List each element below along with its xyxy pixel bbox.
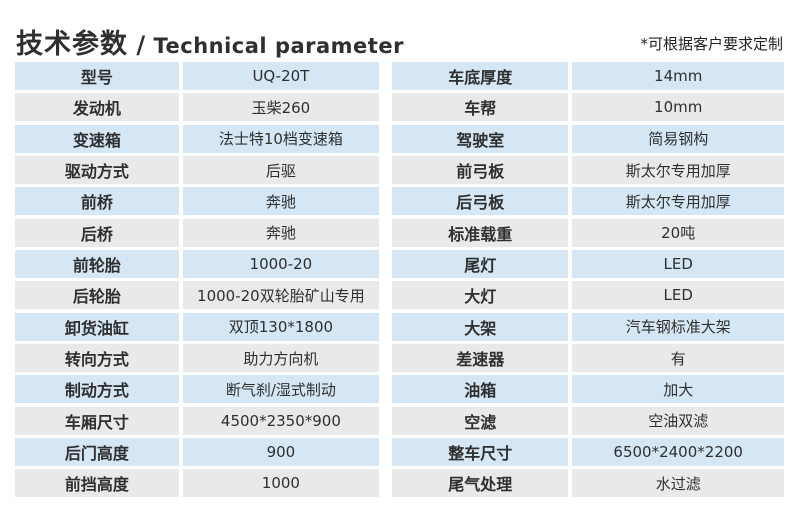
table-row: 后轮胎 1000-20双轮胎矿山专用 [15,281,379,310]
right-parameter-table: 车底厚度 14mm 车帮 10mm 驾驶室 简易钢构 前弓板 斯太尔专用加厚 后弓板 斯太尔专用加… [392,62,784,501]
param-value: 10mm [572,93,784,122]
param-value: 1000-20 [182,250,379,279]
param-value: 6500*2400*2200 [572,438,784,467]
table-row: 后门高度 900 [15,438,379,467]
param-label: 变速箱 [15,124,179,153]
param-value: 空油双滤 [572,406,784,435]
table-row: 尾气处理 水过滤 [392,469,784,498]
table-row: 前轮胎 1000-20 [15,250,379,279]
table-row: 大架 汽车钢标准大架 [392,312,784,341]
param-label: 大灯 [392,281,569,310]
param-label: 前弓板 [392,156,569,185]
table-row: 差速器有 [392,344,784,373]
param-value: 汽车钢标准大架 [572,312,784,341]
param-label: 前轮胎 [15,250,179,279]
table-row: 后弓板 斯太尔专用加厚 [392,187,784,216]
param-value: 后驱 [182,156,379,185]
param-value: 900 [182,438,379,467]
page-title-chinese: 技术参数 [16,29,128,60]
param-value: 有 [572,344,784,373]
param-value: 奔驰 [182,187,379,216]
param-value: 玉柴260 [182,93,379,122]
table-row: 车底厚度 14mm [392,62,784,90]
param-label: 差速器 [392,344,569,373]
table-row: 油箱 加大 [392,375,784,404]
table-row: 车厢尺寸 4500*2350*900 [15,406,379,435]
param-value: 斯太尔专用加厚 [572,187,784,216]
param-label: 驾驶室 [392,124,569,153]
title-separator: / [128,31,154,59]
table-row: 后桥 奔驰 [15,218,379,247]
param-value: LED [572,281,784,310]
param-label: 空滤 [392,406,569,435]
table-row: 整车尺寸 6500*2400*2200 [392,438,784,467]
param-label: 制动方式 [15,375,179,404]
param-label: 车厢尺寸 [15,406,179,435]
table-row: 驾驶室 简易钢构 [392,124,784,153]
param-value: 断气刹/湿式制动 [182,375,379,404]
param-label: 发动机 [15,93,179,122]
customization-note: *可根据客户要求定制 [640,35,783,53]
param-label: 卸货油缸 [15,312,179,341]
param-value: 法士特10档变速箱 [182,124,379,153]
param-label: 型号 [15,62,179,90]
param-value: 1000 [182,469,379,498]
param-label: 大架 [392,312,569,341]
param-label: 后弓板 [392,187,569,216]
table-row: 标准载重 20吨 [392,218,784,247]
table-row: 变速箱 法士特10档变速箱 [15,124,379,153]
param-label: 后轮胎 [15,281,179,310]
param-label: 转向方式 [15,344,179,373]
param-value: 4500*2350*900 [182,406,379,435]
table-row: 制动方式 断气刹/湿式制动 [15,375,379,404]
param-value: 1000-20双轮胎矿山专用 [182,281,379,310]
param-value: 助力方向机 [182,344,379,373]
param-value: 加大 [572,375,784,404]
param-label: 前挡高度 [15,469,179,498]
param-label: 前桥 [15,187,179,216]
param-label: 车帮 [392,93,569,122]
param-value: UQ-20T [182,62,379,90]
param-label: 整车尺寸 [392,438,569,467]
table-row: 发动机 玉柴260 [15,93,379,122]
param-label: 标准载重 [392,218,569,247]
table-row: 型号 UQ-20T [15,62,379,90]
table-row: 卸货油缸 双顶130*1800 [15,312,379,341]
param-value: 奔驰 [182,218,379,247]
param-label: 尾气处理 [392,469,569,498]
table-row: 车帮 10mm [392,93,784,122]
left-parameter-table: 型号 UQ-20T 发动机 玉柴260 变速箱 法士特10档变速箱 驱动方式 后驱 前桥 奔驰 后桥… [15,62,379,501]
param-value: 水过滤 [572,469,784,498]
param-value: 简易钢构 [572,124,784,153]
param-label: 尾灯 [392,250,569,279]
param-value: 20吨 [572,218,784,247]
table-row: 前挡高度 1000 [15,469,379,498]
header: 技术参数 / Technical parameter *可根据客户要求定制 [0,0,800,58]
param-value: 双顶130*1800 [182,312,379,341]
table-row: 驱动方式 后驱 [15,156,379,185]
param-label: 后门高度 [15,438,179,467]
param-label: 油箱 [392,375,569,404]
page-title-english: Technical parameter [153,34,404,58]
param-label: 后桥 [15,218,179,247]
table-row: 转向方式 助力方向机 [15,344,379,373]
table-row: 空滤 空油双滤 [392,406,784,435]
param-label: 车底厚度 [392,62,569,90]
table-row: 前桥 奔驰 [15,187,379,216]
param-value: 斯太尔专用加厚 [572,156,784,185]
page-title: 技术参数 / Technical parameter [16,31,404,58]
param-value: 14mm [572,62,784,90]
table-row: 大灯 LED [392,281,784,310]
param-label: 驱动方式 [15,156,179,185]
table-row: 前弓板 斯太尔专用加厚 [392,156,784,185]
param-value: LED [572,250,784,279]
parameter-tables: 型号 UQ-20T 发动机 玉柴260 变速箱 法士特10档变速箱 驱动方式 后驱 前桥 奔驰 后桥… [0,58,800,501]
table-row: 尾灯 LED [392,250,784,279]
